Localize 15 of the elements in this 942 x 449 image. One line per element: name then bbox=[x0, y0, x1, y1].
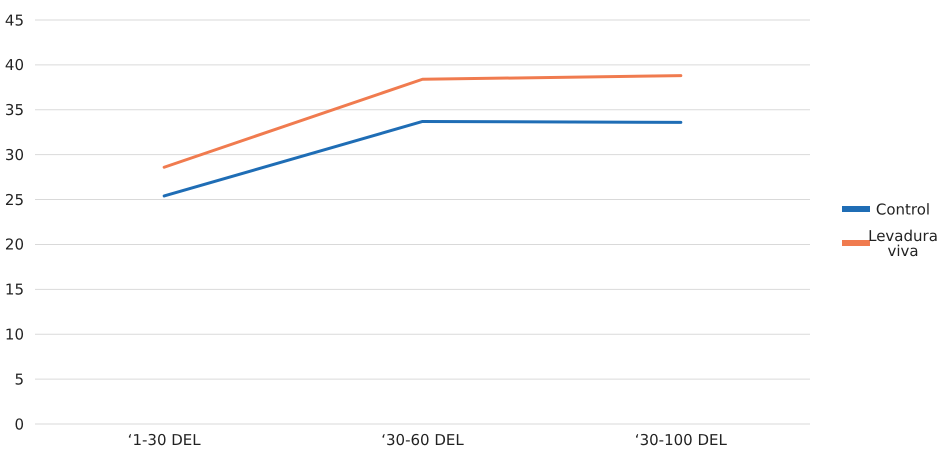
y-tick-label: 30 bbox=[4, 146, 24, 164]
x-tick-label: ‘30-100 DEL bbox=[634, 431, 728, 449]
y-tick-label: 40 bbox=[4, 56, 24, 74]
y-tick-label: 45 bbox=[4, 11, 24, 30]
y-tick-label: 15 bbox=[4, 280, 24, 299]
y-tick-label: 25 bbox=[4, 190, 24, 209]
y-tick-label: 35 bbox=[4, 101, 24, 120]
x-tick-label: ‘30-60 DEL bbox=[381, 431, 464, 449]
legend-label: Levadura viva bbox=[868, 226, 938, 260]
y-tick-label: 0 bbox=[14, 415, 24, 434]
y-tick-label: 10 bbox=[4, 325, 24, 344]
legend-label: Control bbox=[876, 200, 930, 218]
x-tick-label: ‘1-30 DEL bbox=[128, 431, 202, 449]
y-tick-label: 20 bbox=[4, 236, 24, 254]
y-tick-label: 5 bbox=[14, 370, 24, 388]
